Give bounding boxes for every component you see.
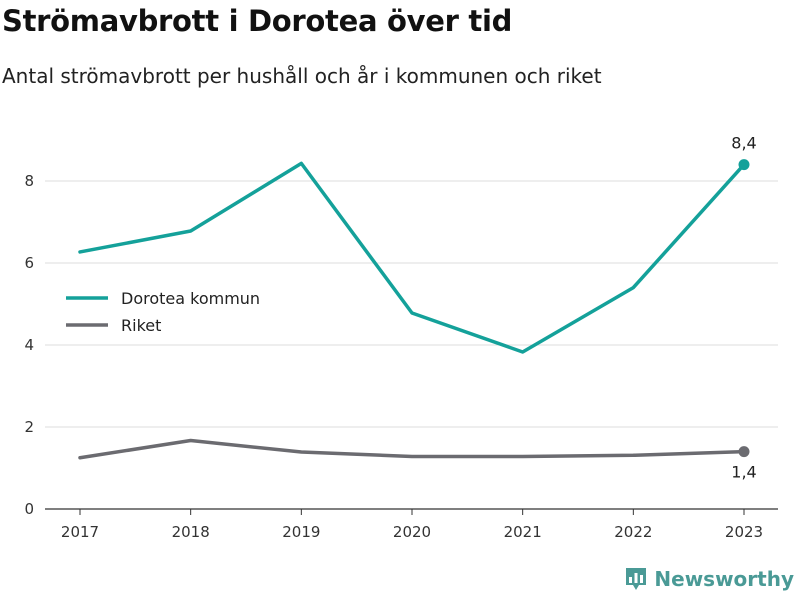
x-tick-label: 2019	[282, 523, 320, 541]
x-tick-label: 2023	[725, 523, 763, 541]
brand-name: Newsworthy	[654, 567, 794, 591]
x-tick-label: 2017	[61, 523, 99, 541]
legend-label: Riket	[121, 316, 161, 335]
series-line-riket	[78, 438, 746, 460]
brand-logo: Newsworthy	[624, 566, 794, 592]
x-tick-label: 2021	[504, 523, 542, 541]
chart-subtitle: Antal strömavbrott per hushåll och år i …	[2, 64, 602, 88]
y-tick-label: 6	[24, 254, 34, 272]
x-tick-label: 2020	[393, 523, 431, 541]
series-line-dorotea	[78, 161, 746, 354]
data-label: 1,4	[731, 463, 756, 482]
y-tick-label: 0	[24, 500, 34, 518]
x-tick-label: 2018	[172, 523, 210, 541]
bar-chart-icon	[626, 568, 647, 590]
y-tick-label: 8	[24, 172, 34, 190]
chart-title: Strömavbrott i Dorotea över tid	[2, 4, 513, 38]
legend-label: Dorotea kommun	[121, 289, 260, 308]
x-tick-label: 2022	[614, 523, 652, 541]
series-end-marker	[738, 446, 750, 458]
data-label: 8,4	[731, 134, 756, 153]
series-end-marker	[738, 159, 750, 171]
y-tick-label: 2	[24, 418, 34, 436]
y-tick-label: 4	[24, 336, 34, 354]
